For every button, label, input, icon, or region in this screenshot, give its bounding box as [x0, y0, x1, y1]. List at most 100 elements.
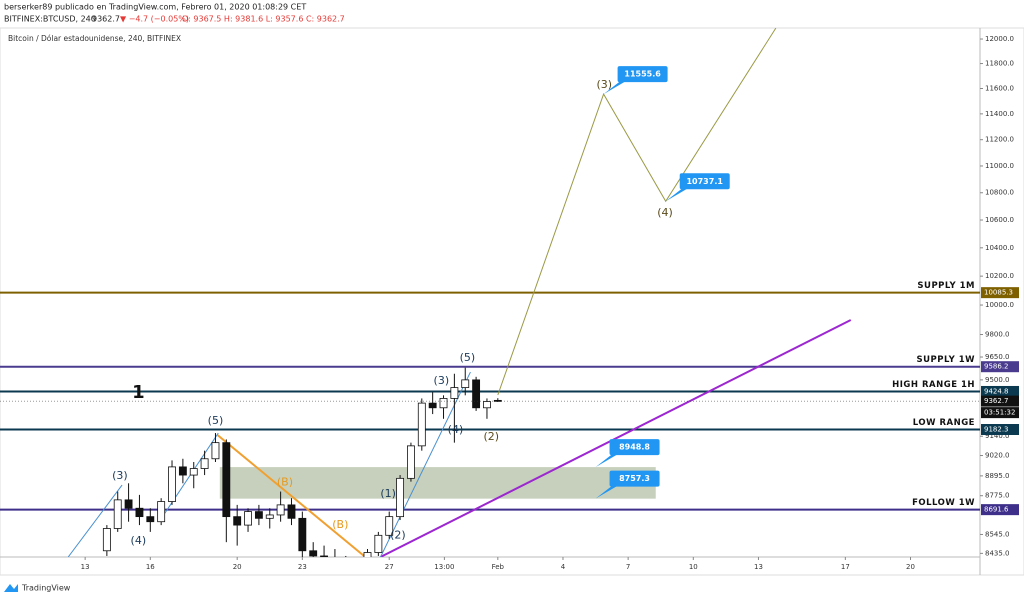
callout-tail	[603, 80, 628, 95]
candle-body	[102, 528, 111, 552]
wave-label: (4)	[131, 534, 147, 547]
level-price-box	[981, 424, 1019, 436]
callout-text: 11555.6	[624, 70, 661, 79]
candle-body	[222, 442, 231, 518]
candle-body	[342, 563, 349, 566]
x-tick-label: 13:00	[434, 563, 454, 571]
y-tick-label: 9500.0	[985, 376, 1010, 384]
drawing-line	[380, 319, 852, 557]
candle-body	[233, 516, 242, 526]
candle-body	[374, 534, 383, 553]
x-tick-label: 17	[841, 563, 850, 571]
zone	[219, 467, 656, 499]
candle-body	[309, 550, 318, 557]
callout-box	[617, 66, 668, 83]
x-tick-label: 23	[298, 563, 307, 571]
y-tick-label: 11400.0	[985, 110, 1014, 118]
candle-body	[244, 511, 252, 526]
level-price-box	[981, 385, 1019, 397]
callout-text: 8757.3	[619, 474, 650, 483]
y-tick-label: 10400.0	[985, 244, 1014, 252]
candle-body	[265, 514, 274, 519]
countdown: 03:51:32	[984, 409, 1015, 417]
candle-body	[407, 445, 415, 479]
callout-tail	[665, 187, 690, 202]
symbol: BITFINEX:BTCUSD, 240	[4, 15, 96, 24]
y-tick-label: 8545.0	[985, 530, 1010, 538]
level-price-box	[981, 361, 1019, 373]
wave-label: (1)	[380, 487, 396, 500]
candle-body	[178, 466, 187, 476]
drawing-line	[497, 28, 777, 396]
candle-body	[461, 379, 470, 388]
candle-body	[135, 507, 144, 518]
countdown-box	[981, 407, 1019, 419]
y-tick-label: 9020.0	[985, 452, 1010, 460]
y-tick-label: 8435.0	[985, 549, 1010, 557]
candle-body	[320, 555, 328, 557]
y-tick-label: 10000.0	[985, 301, 1014, 309]
y-tick-label: 11600.0	[985, 84, 1014, 92]
candle-body	[363, 552, 372, 557]
drawing-line	[159, 432, 219, 521]
drawing-line	[380, 371, 471, 557]
candle-body	[483, 401, 491, 409]
level-name: FOLLOW 1W	[912, 498, 975, 508]
x-tick-label: 13	[81, 563, 90, 571]
x-tick-label: 20	[906, 563, 915, 571]
candle-body	[157, 501, 166, 523]
candle-body	[385, 516, 394, 536]
x-tick-label: 4	[561, 563, 566, 571]
y-tick-label: 10200.0	[985, 272, 1014, 280]
level-name: SUPPLY 1W	[917, 355, 976, 365]
frame	[0, 27, 1024, 576]
x-tick-label: 7	[626, 563, 630, 571]
candle-body	[450, 387, 459, 399]
candle-body	[254, 511, 263, 519]
candle-body	[189, 468, 198, 476]
level-name: LOW RANGE	[913, 418, 975, 428]
wave-label: (2)	[390, 528, 406, 541]
last-price: 9362.7	[984, 397, 1009, 405]
callout-box	[609, 439, 660, 456]
wave-label: (3)	[596, 78, 612, 91]
y-tick-label: 11800.0	[985, 60, 1014, 68]
x-tick-label: 10	[689, 563, 698, 571]
wave-label: (5)	[460, 351, 476, 364]
level-price: 8691.6	[984, 506, 1009, 514]
candle-body	[353, 566, 360, 569]
candle-body	[439, 398, 448, 409]
wave-label: (4)	[657, 206, 673, 219]
y-tick-label: 9650.0	[985, 353, 1010, 361]
level-price-box	[981, 504, 1019, 516]
wave-label: (5)	[208, 414, 224, 427]
callout-tail	[595, 453, 620, 468]
drawing-line	[216, 434, 366, 557]
x-tick-label: 13	[754, 563, 763, 571]
logo	[4, 584, 18, 592]
level-price: 9586.2	[984, 363, 1009, 371]
y-tick-label: 12000.0	[985, 35, 1014, 43]
candle-body	[298, 517, 307, 552]
candle-body	[472, 379, 481, 409]
ohlc: O: 9367.5 H: 9381.6 L: 9357.6 C: 9362.7	[182, 15, 345, 24]
level-price: 10085.3	[984, 289, 1013, 297]
candle-body	[113, 499, 122, 529]
y-tick-label: 11000.0	[985, 162, 1014, 170]
callout-tail	[595, 484, 620, 499]
candle-body	[396, 477, 405, 518]
candle-body	[211, 442, 220, 460]
level-name: HIGH RANGE 1H	[892, 380, 975, 390]
y-tick-label: 8895.0	[985, 472, 1010, 480]
y-tick-label: 8775.0	[985, 492, 1010, 500]
drawing-line	[67, 484, 123, 557]
chart-title: Bitcoin / Dólar estadounidense, 240, BIT…	[8, 34, 181, 43]
level-price: 9424.8	[984, 387, 1009, 395]
candle-body	[146, 516, 155, 523]
change: ▼ −4.7 (−0.05%)	[120, 15, 189, 24]
quote: 9362.7	[92, 15, 120, 24]
wave-label: (3)	[112, 469, 128, 482]
candle-body	[428, 402, 437, 409]
wave-label: (B)	[332, 518, 348, 531]
